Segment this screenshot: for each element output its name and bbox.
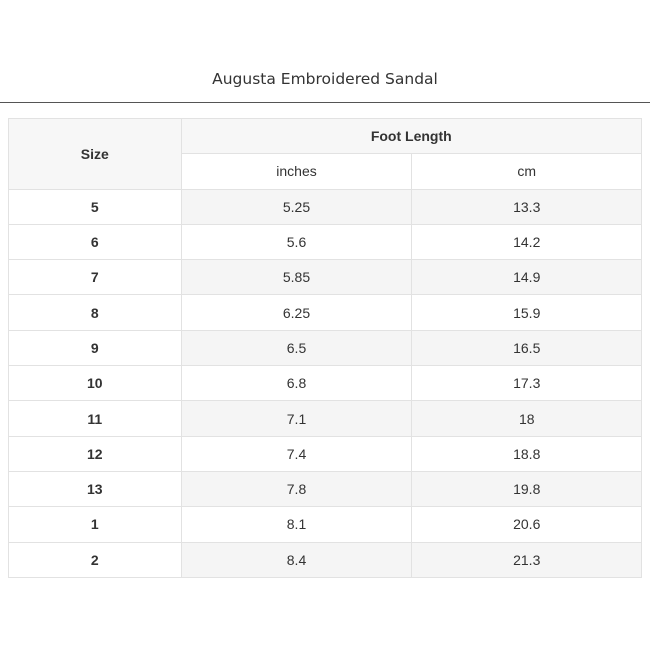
cm-cell: 15.9 [411,294,642,331]
sub-header: inches [180,153,413,190]
inches-cell: 7.8 [180,470,413,508]
cm-cell: 13.3 [411,188,642,225]
size-cell: 10 [8,365,182,402]
size-cell: 12 [8,435,182,472]
inches-cell: 6.25 [180,294,413,331]
table-row: 8 6.25 15.9 [8,294,642,331]
table-row: 2 8.4 21.3 [8,541,642,578]
table-row: 9 6.5 16.5 [8,329,642,367]
cm-cell: 19.8 [411,470,642,508]
size-cell: 8 [8,294,182,331]
table-row: 13 7.8 19.8 [8,470,642,508]
cm-cell: 16.5 [411,329,642,367]
inches-cell: 7.4 [180,435,413,472]
size-cell: 9 [8,329,182,367]
table-body: 5 5.25 13.3 6 5.6 14.2 7 5.85 14.9 8 6.25 15.9 9 6.5 1… [8,188,642,578]
table-row: 11 7.1 18 [8,400,642,437]
inches-cell: 5.6 [180,223,413,261]
inches-cell: 6.5 [180,329,413,367]
table-row: 1 8.1 20.6 [8,506,642,543]
inches-cell: 8.4 [180,541,413,578]
inches-cell: 5.25 [180,188,413,225]
cm-cell: 17.3 [411,365,642,402]
table-row: 5 5.25 13.3 [8,188,642,225]
group-header: Foot Length [180,117,643,155]
cm-cell: 14.9 [411,259,642,296]
inches-cell: 7.1 [180,400,413,437]
divider [0,102,650,103]
inches-cell: 8.1 [180,506,413,543]
cm-cell: 14.2 [411,223,642,261]
page-title: Augusta Embroidered Sandal [212,70,438,88]
table-row: 10 6.8 17.3 [8,365,642,402]
table-row: 12 7.4 18.8 [8,435,642,472]
cm-cell: 21.3 [411,541,642,578]
table-row: 7 5.85 14.9 [8,259,642,296]
inches-cell: 6.8 [180,365,413,402]
size-cell: 11 [8,400,182,437]
size-cell: 1 [8,506,182,543]
table-row: 6 5.6 14.2 [8,223,642,261]
size-cell: 7 [8,259,182,296]
size-cell: 6 [8,223,182,261]
size-cell: 5 [8,188,182,225]
sub-header: cm [411,153,642,190]
size-cell: 13 [8,470,182,508]
size-cell: 2 [8,541,182,578]
inches-cell: 5.85 [180,259,413,296]
cm-cell: 18.8 [411,435,642,472]
size-header: Size [8,118,182,190]
cm-cell: 20.6 [411,506,642,543]
size-table: Size Foot Length inches cm 5 5.25 13.3 6 5.6… [8,117,643,578]
cm-cell: 18 [411,400,642,437]
